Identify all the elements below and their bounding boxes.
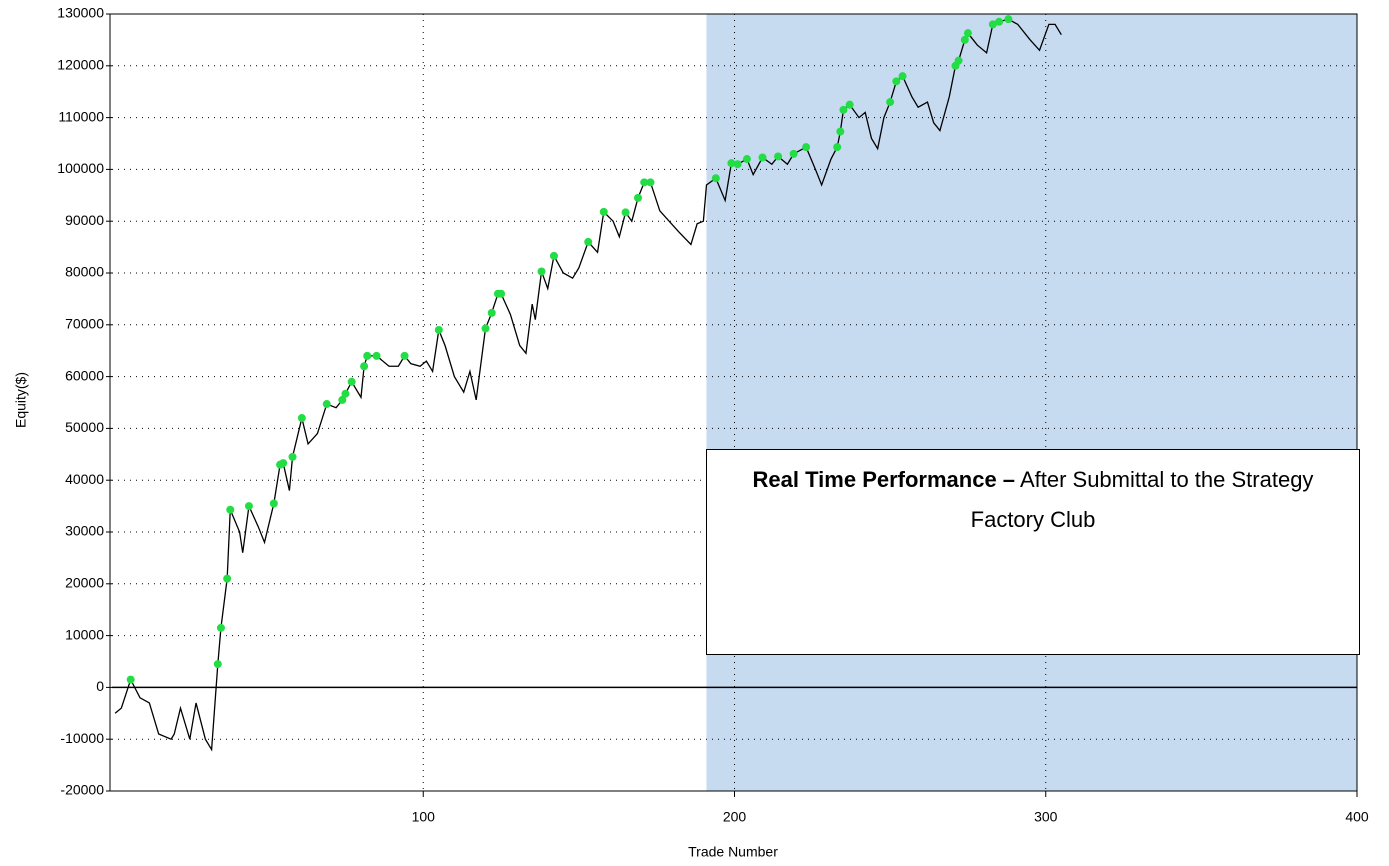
annotation-bold: Real Time Performance – xyxy=(752,467,1016,492)
x-tick-label: 400 xyxy=(1345,809,1369,825)
equity-high-marker xyxy=(226,505,235,514)
equity-high-marker xyxy=(802,143,811,152)
equity-high-marker xyxy=(434,325,443,334)
equity-high-marker xyxy=(338,395,347,404)
equity-high-marker xyxy=(774,152,783,161)
equity-high-marker xyxy=(549,251,558,260)
y-tick-label: 120000 xyxy=(57,57,104,73)
y-tick-label: 130000 xyxy=(57,5,104,21)
equity-high-marker xyxy=(995,17,1004,26)
equity-high-marker xyxy=(497,289,506,298)
equity-high-marker xyxy=(347,377,356,386)
equity-high-marker xyxy=(400,351,409,360)
equity-high-marker xyxy=(988,20,997,29)
equity-high-marker xyxy=(960,35,969,44)
equity-high-marker xyxy=(833,143,842,152)
equity-high-marker xyxy=(363,351,372,360)
x-axis-label: Trade Number xyxy=(688,844,778,860)
equity-high-marker xyxy=(269,499,278,508)
equity-high-marker xyxy=(322,400,331,409)
equity-high-marker xyxy=(640,178,649,187)
equity-high-marker xyxy=(244,502,253,511)
y-tick-label: 90000 xyxy=(65,212,104,228)
y-tick-label: 20000 xyxy=(65,575,104,591)
equity-high-marker xyxy=(733,160,742,169)
y-tick-label: 0 xyxy=(96,678,104,694)
plot-frame xyxy=(109,13,1358,792)
y-tick-label: -10000 xyxy=(60,730,104,746)
equity-high-marker xyxy=(621,208,630,217)
x-tick-label: 100 xyxy=(412,809,436,825)
equity-high-marker xyxy=(487,308,496,317)
equity-high-marker xyxy=(789,149,798,158)
annotation-text: After Submittal to the Strategy Factory … xyxy=(970,467,1314,532)
equity-high-marker xyxy=(839,105,848,114)
equity-high-marker xyxy=(963,29,972,38)
equity-high-marker xyxy=(584,237,593,246)
y-tick-label: 30000 xyxy=(65,523,104,539)
equity-high-marker xyxy=(886,98,895,107)
equity-high-marker xyxy=(727,159,736,168)
y-tick-label: -20000 xyxy=(60,782,104,798)
equity-high-marker xyxy=(372,351,381,360)
y-tick-label: 40000 xyxy=(65,471,104,487)
x-tick-label: 200 xyxy=(723,809,747,825)
equity-high-marker xyxy=(646,178,655,187)
equity-high-marker xyxy=(288,452,297,461)
equity-high-marker xyxy=(758,153,767,162)
equity-high-marker xyxy=(216,623,225,632)
annotation-box: Real Time Performance – After Submittal … xyxy=(706,449,1360,655)
equity-high-marker xyxy=(279,459,288,468)
equity-high-marker xyxy=(481,324,490,333)
equity-high-marker xyxy=(213,660,222,669)
shaded-region xyxy=(706,14,1357,791)
equity-high-marker xyxy=(898,72,907,81)
y-tick-label: 70000 xyxy=(65,316,104,332)
y-axis-label: Equity($) xyxy=(13,372,29,428)
equity-high-marker xyxy=(223,574,232,583)
y-tick-label: 10000 xyxy=(65,626,104,642)
x-tick-label: 300 xyxy=(1034,809,1058,825)
y-tick-label: 50000 xyxy=(65,419,104,435)
equity-high-marker xyxy=(742,155,751,164)
equity-high-marker xyxy=(845,100,854,109)
y-tick-label: 110000 xyxy=(58,108,104,124)
y-tick-label: 60000 xyxy=(65,367,104,383)
equity-high-marker xyxy=(954,56,963,65)
equity-high-marker xyxy=(537,267,546,276)
equity-high-marker xyxy=(297,414,306,423)
equity-high-marker xyxy=(126,675,135,684)
equity-high-marker xyxy=(634,193,643,202)
equity-high-marker xyxy=(360,362,369,371)
y-tick-label: 100000 xyxy=(57,160,104,176)
equity-high-marker xyxy=(341,389,350,398)
equity-high-marker xyxy=(599,207,608,216)
equity-high-marker xyxy=(836,127,845,136)
equity-high-marker xyxy=(711,174,720,183)
y-tick-label: 80000 xyxy=(65,264,104,280)
equity-high-marker xyxy=(892,77,901,86)
equity-high-marker xyxy=(1004,15,1013,24)
